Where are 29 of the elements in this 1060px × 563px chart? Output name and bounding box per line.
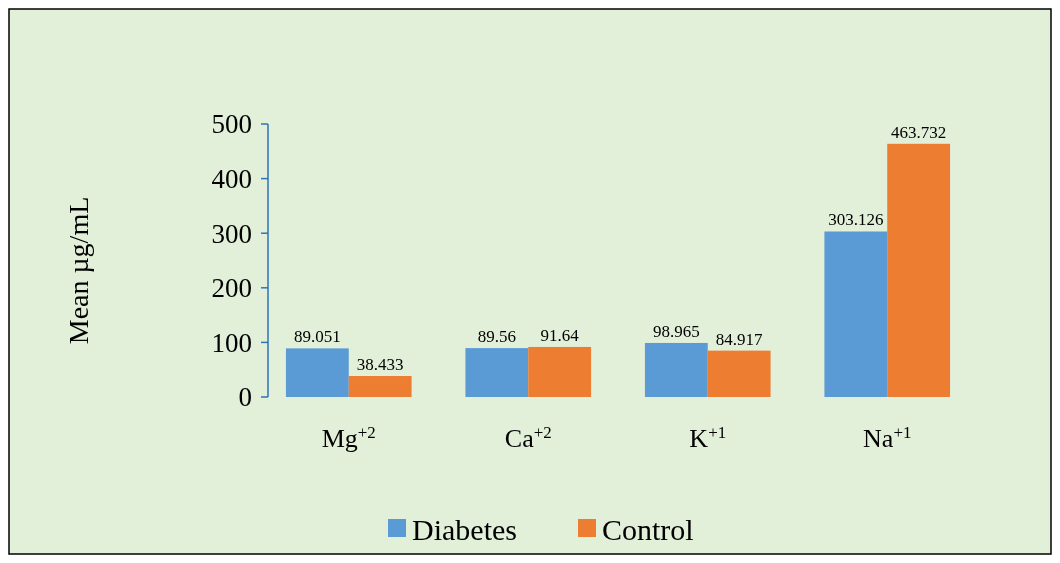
legend-label: Control (602, 512, 694, 546)
y-tick-label: 500 (211, 109, 252, 140)
y-tick-label: 400 (211, 164, 252, 195)
data-label: 38.433 (356, 355, 404, 375)
bar (644, 342, 708, 397)
data-label: 84.917 (715, 329, 764, 349)
data-label: 91.64 (540, 325, 580, 345)
y-tick-label: 100 (211, 327, 252, 358)
x-tick-label: Na$^{+1}$ (863, 422, 912, 453)
bar (887, 143, 951, 397)
data-label: 303.126 (828, 210, 884, 230)
bar (824, 231, 888, 397)
bar (707, 350, 771, 397)
bar (528, 346, 592, 397)
y-tick-label: 300 (211, 218, 252, 249)
data-label: 463.732 (891, 122, 947, 142)
data-label: 89.56 (477, 327, 516, 347)
bar (465, 348, 529, 397)
data-label: 98.965 (652, 321, 700, 341)
y-axis-title: Mean µg/mL (63, 196, 94, 345)
y-tick-label: 200 (211, 273, 252, 304)
bar (348, 376, 412, 397)
x-tick-label: Mg$^{+2}$ (321, 422, 376, 453)
data-label: 89.051 (293, 327, 341, 347)
bar (285, 348, 349, 397)
y-tick-label: 0 (238, 382, 252, 413)
legend-label: Diabetes (412, 512, 517, 546)
x-tick-label: K$^{+1}$ (689, 422, 727, 453)
x-tick-label: Ca$^{+2}$ (504, 422, 552, 453)
